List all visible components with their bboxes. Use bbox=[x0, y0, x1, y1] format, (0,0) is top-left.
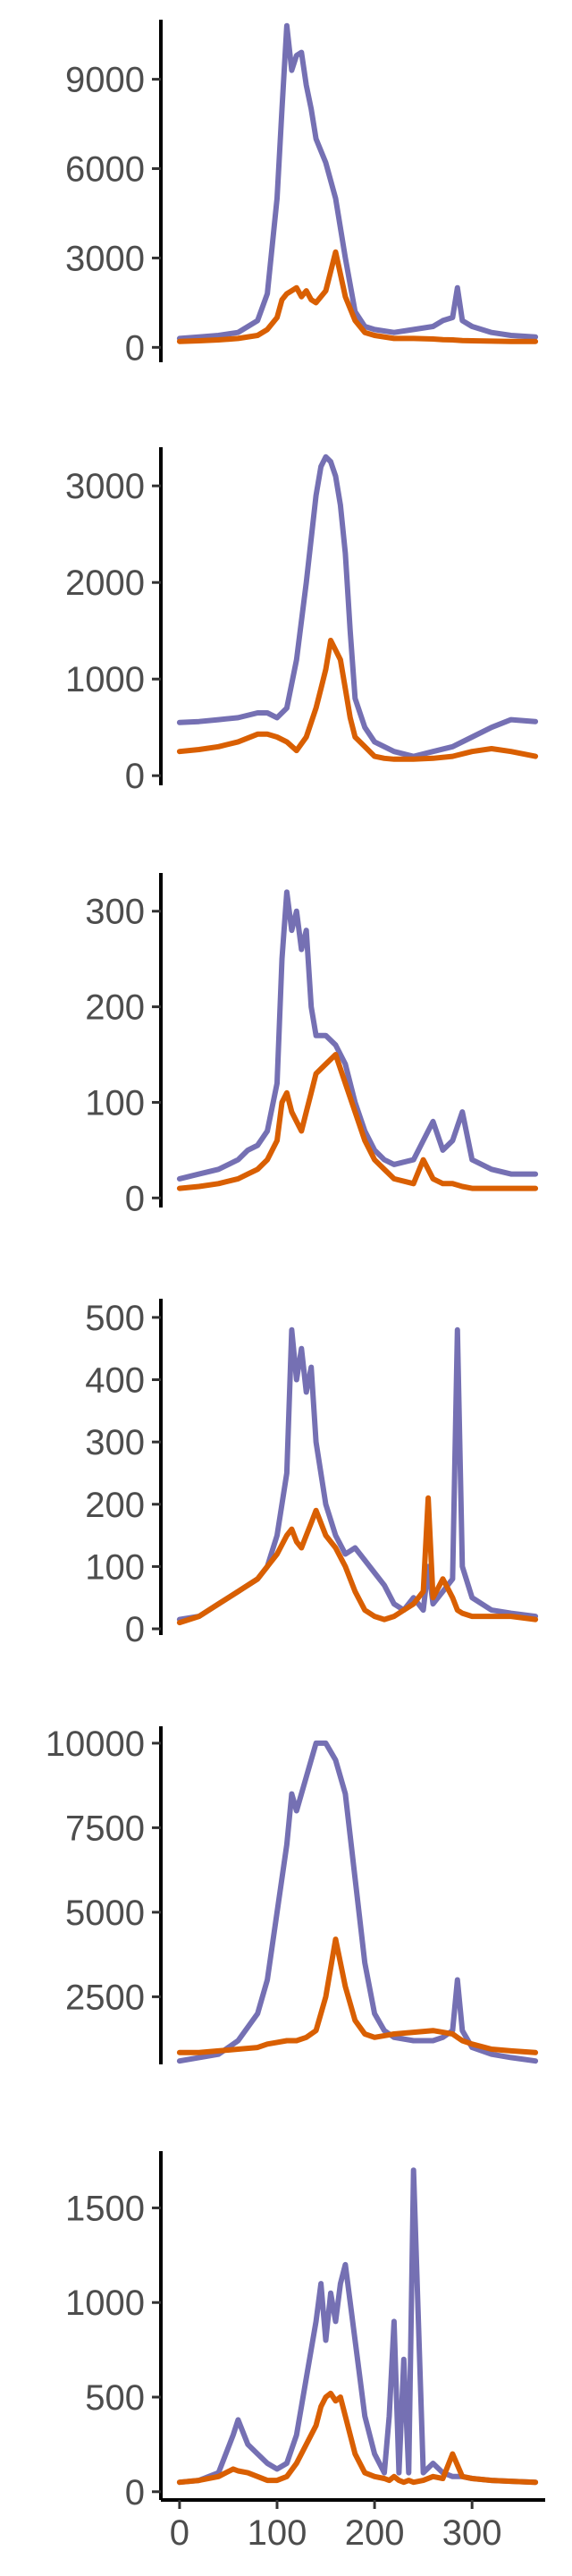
series-line-panel-4-2 bbox=[176, 1495, 539, 1626]
y-tick-label-panel-5: 5000 bbox=[65, 1894, 145, 1933]
series-line-panel-5-2 bbox=[176, 1936, 539, 2055]
y-tick-label-panel-4: 300 bbox=[85, 1423, 145, 1462]
y-tick-label-panel-1: 0 bbox=[125, 328, 145, 368]
x-tick-label: 0 bbox=[170, 2513, 189, 2553]
y-tick-label-panel-2: 3000 bbox=[65, 467, 145, 506]
y-tick-label-panel-6: 500 bbox=[85, 2378, 145, 2418]
y-tick-label-panel-2: 0 bbox=[125, 757, 145, 796]
y-tick-label-panel-3: 300 bbox=[85, 893, 145, 932]
y-tick-label-panel-2: 1000 bbox=[65, 660, 145, 699]
y-tick-label-panel-5: 7500 bbox=[65, 1809, 145, 1848]
y-tick-label-panel-3: 0 bbox=[125, 1179, 145, 1218]
x-tick-label: 200 bbox=[345, 2513, 405, 2553]
x-tick-label: 100 bbox=[248, 2513, 307, 2553]
y-tick-label-panel-3: 100 bbox=[85, 1083, 145, 1123]
series-line-panel-4-1 bbox=[176, 1326, 539, 1623]
y-tick-label-panel-1: 3000 bbox=[65, 239, 145, 278]
y-tick-label-panel-4: 100 bbox=[85, 1547, 145, 1587]
series-line-panel-3-2 bbox=[176, 1052, 539, 1191]
y-tick-label-panel-2: 2000 bbox=[65, 564, 145, 603]
series-line-panel-6-1 bbox=[176, 2167, 539, 2486]
y-tick-label-panel-4: 500 bbox=[85, 1299, 145, 1338]
y-tick-label-panel-6: 1000 bbox=[65, 2284, 145, 2323]
y-tick-label-panel-6: 0 bbox=[125, 2473, 145, 2512]
y-tick-label-panel-5: 2500 bbox=[65, 1978, 145, 2017]
y-tick-label-panel-1: 6000 bbox=[65, 150, 145, 190]
y-tick-label-panel-4: 0 bbox=[125, 1610, 145, 1649]
y-tick-label-panel-1: 9000 bbox=[65, 61, 145, 100]
series-line-panel-2-2 bbox=[176, 638, 539, 762]
x-tick-label: 300 bbox=[442, 2513, 502, 2553]
series-line-panel-1-1 bbox=[176, 22, 539, 342]
series-line-panel-3-1 bbox=[176, 889, 539, 1182]
series-line-panel-2-1 bbox=[176, 453, 539, 759]
y-tick-label-panel-3: 200 bbox=[85, 988, 145, 1028]
series-line-panel-1-2 bbox=[176, 249, 539, 344]
series-line-panel-6-2 bbox=[176, 2390, 539, 2486]
y-tick-label-panel-5: 10000 bbox=[46, 1724, 145, 1764]
series-line-panel-5-1 bbox=[176, 1740, 539, 2064]
y-tick-label-panel-4: 400 bbox=[85, 1361, 145, 1401]
y-tick-label-panel-4: 200 bbox=[85, 1486, 145, 1525]
y-tick-label-panel-6: 1500 bbox=[65, 2189, 145, 2228]
